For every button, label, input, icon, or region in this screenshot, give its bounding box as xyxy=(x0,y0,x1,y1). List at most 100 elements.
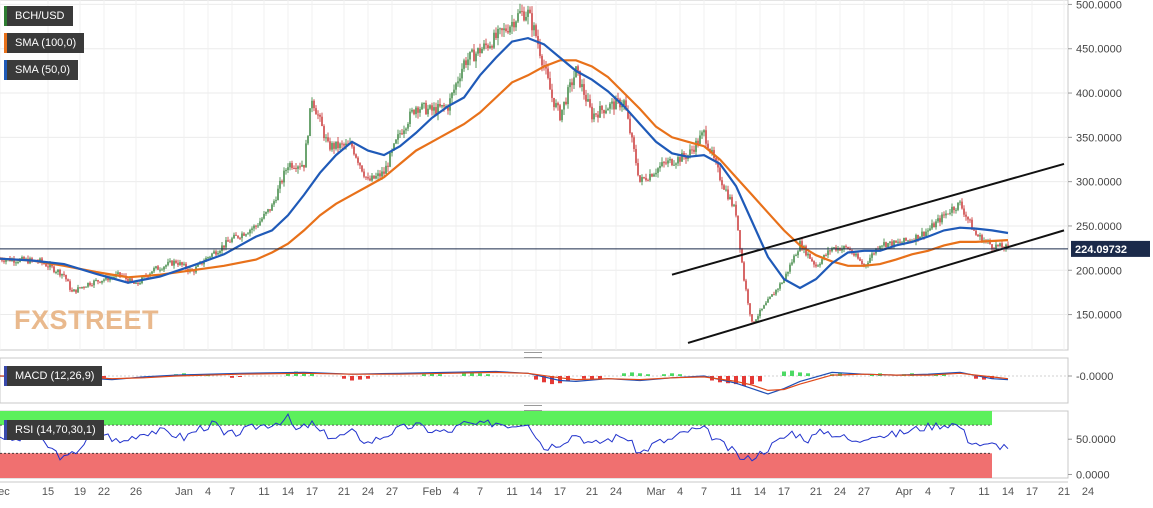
price-candle xyxy=(937,218,939,222)
price-candle xyxy=(279,180,281,189)
price-candle xyxy=(383,171,385,174)
price-candle xyxy=(525,16,527,21)
price-candle xyxy=(397,134,399,140)
macd-histogram-bar xyxy=(302,372,306,376)
price-candle xyxy=(441,104,443,107)
price-candle xyxy=(553,97,555,108)
price-candle xyxy=(785,273,787,280)
price-candle xyxy=(203,261,205,265)
legend-sma100[interactable]: SMA (100,0) xyxy=(4,33,85,53)
rsi-axis-label: 50.0000 xyxy=(1076,434,1116,446)
price-candle xyxy=(39,258,41,262)
price-candle xyxy=(127,279,129,283)
macd-histogram-bar xyxy=(582,376,586,379)
legend-sma50[interactable]: SMA (50,0) xyxy=(4,60,79,80)
price-candle xyxy=(927,230,929,232)
price-candle xyxy=(961,201,963,209)
price-candle xyxy=(1001,243,1003,248)
price-candle xyxy=(999,243,1001,246)
last-price-label: 224.09732 xyxy=(1075,244,1127,256)
price-candle xyxy=(155,266,157,269)
price-candle xyxy=(51,263,53,267)
time-tick-label: 24 xyxy=(834,486,846,498)
price-candle xyxy=(403,130,405,135)
price-candle xyxy=(873,253,875,255)
price-candle xyxy=(95,280,97,282)
price-candle xyxy=(479,48,481,54)
price-candle xyxy=(789,264,791,272)
rsi-pane-resize-handle[interactable] xyxy=(524,405,542,411)
price-candle xyxy=(549,78,551,90)
price-candle xyxy=(959,201,961,203)
macd-pane-resize-handle[interactable] xyxy=(524,352,542,358)
legend-macd[interactable]: MACD (12,26,9) xyxy=(4,366,103,386)
time-tick-label: 24 xyxy=(362,486,374,498)
price-candle xyxy=(861,260,863,264)
price-candle xyxy=(611,101,613,104)
time-tick-label: 26 xyxy=(130,486,142,498)
price-candle xyxy=(989,240,991,245)
price-candle xyxy=(811,258,813,262)
time-tick-label: 15 xyxy=(42,486,54,498)
price-candle xyxy=(233,234,235,239)
time-tick-label: 21 xyxy=(338,486,350,498)
price-candle xyxy=(751,314,753,322)
price-candle xyxy=(447,106,449,111)
macd-histogram-bar xyxy=(534,376,538,380)
price-candle xyxy=(569,82,571,88)
time-tick-label: Mar xyxy=(647,486,666,498)
price-candle xyxy=(167,261,169,266)
time-tick-label: 7 xyxy=(701,486,707,498)
time-tick-label: 11 xyxy=(730,486,741,498)
price-candle xyxy=(477,48,479,54)
price-candle xyxy=(359,162,361,166)
price-candle xyxy=(827,250,829,256)
time-tick-label: 22 xyxy=(98,486,110,498)
price-candle xyxy=(417,107,419,113)
price-candle xyxy=(117,272,119,275)
price-candle xyxy=(207,257,209,259)
price-candle xyxy=(633,137,635,150)
price-candle xyxy=(783,279,785,284)
legend-rsi[interactable]: RSI (14,70,30,1) xyxy=(4,420,104,440)
price-candle xyxy=(903,237,905,243)
price-candle xyxy=(727,189,729,200)
legend-symbol[interactable]: BCH/USD xyxy=(4,6,73,26)
price-candle xyxy=(931,223,933,229)
price-candle xyxy=(159,269,161,271)
price-candle xyxy=(291,163,293,168)
price-candle xyxy=(823,254,825,260)
macd-histogram-bar xyxy=(678,374,682,376)
time-tick-label: 21 xyxy=(810,486,822,498)
macd-histogram-bar xyxy=(422,374,426,376)
price-candle xyxy=(169,260,171,262)
price-candle xyxy=(817,265,819,267)
price-candle xyxy=(399,133,401,135)
price-candle xyxy=(947,213,949,215)
time-tick-label: 17 xyxy=(306,486,318,498)
price-candle xyxy=(663,162,665,164)
price-candle xyxy=(241,233,243,239)
time-tick-label: Dec xyxy=(0,486,10,498)
price-candle xyxy=(901,242,903,244)
price-candle xyxy=(907,240,909,242)
price-candle xyxy=(779,283,781,289)
price-candle xyxy=(991,244,993,249)
time-tick-label: 4 xyxy=(453,486,459,498)
price-candle xyxy=(465,60,467,65)
price-candle xyxy=(385,165,387,174)
price-candle xyxy=(539,44,541,56)
price-candle xyxy=(505,28,507,31)
price-candle xyxy=(527,9,529,17)
price-candle xyxy=(769,296,771,299)
time-tick-label: 14 xyxy=(1002,486,1014,498)
price-candle xyxy=(671,159,673,166)
price-candle xyxy=(729,197,731,200)
time-tick-label: Feb xyxy=(423,486,442,498)
price-candle xyxy=(263,213,265,219)
macd-histogram-bar xyxy=(670,373,674,376)
price-candle xyxy=(507,30,509,33)
price-candle xyxy=(249,229,251,234)
macd-histogram-bar xyxy=(486,374,490,376)
price-candle xyxy=(65,274,67,280)
